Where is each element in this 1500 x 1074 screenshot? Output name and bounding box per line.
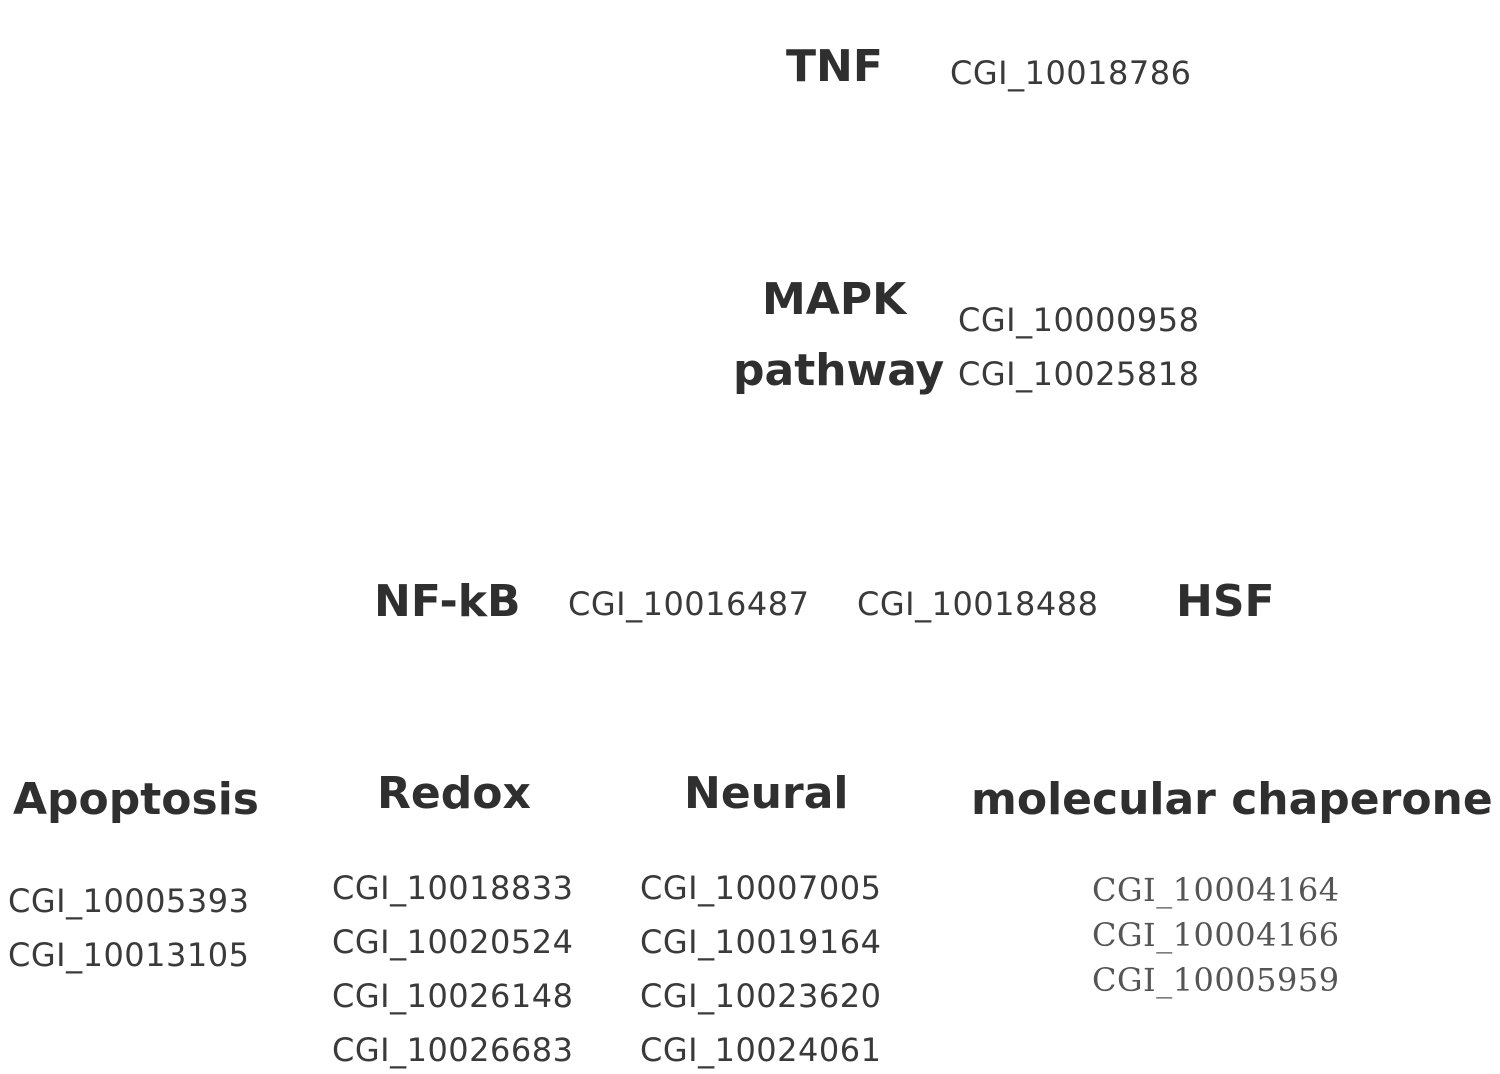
- hsf-gene-id: CGI_10018488: [857, 585, 1099, 623]
- gene-id: CGI_10004166: [1092, 916, 1340, 954]
- molecular-chaperone-label: molecular chaperone: [971, 774, 1493, 825]
- apoptosis-gene-list: CGI_10005393 CGI_10013105: [8, 874, 249, 982]
- nfkb-label: NF-kB: [374, 576, 521, 627]
- gene-id: CGI_10023620: [640, 977, 882, 1015]
- molecular-chaperone-gene-list: CGI_10004164 CGI_10004166 CGI_10005959: [1092, 868, 1340, 1003]
- nfkb-gene-id: CGI_10016487: [568, 585, 810, 623]
- hsf-label: HSF: [1176, 576, 1275, 627]
- gene-id: CGI_10005959: [1092, 961, 1340, 999]
- redox-gene-list: CGI_10018833 CGI_10020524 CGI_10026148 C…: [332, 861, 573, 1074]
- gene-id: CGI_10020524: [332, 923, 574, 961]
- mapk-gene-id-2: CGI_10025818: [958, 355, 1200, 393]
- mapk-gene-id-1: CGI_10000958: [958, 301, 1200, 339]
- mapk-label-line2: pathway: [733, 345, 945, 396]
- gene-id: CGI_10007005: [640, 869, 882, 907]
- gene-id: CGI_10018833: [332, 869, 574, 907]
- mapk-label-line1: MAPK: [762, 274, 907, 325]
- gene-id: CGI_10005393: [8, 882, 250, 920]
- redox-label: Redox: [377, 768, 531, 819]
- tnf-label: TNF: [786, 41, 883, 92]
- neural-label: Neural: [684, 768, 849, 819]
- gene-id: CGI_10026683: [332, 1031, 574, 1069]
- neural-gene-list: CGI_10007005 CGI_10019164 CGI_10023620 C…: [640, 861, 881, 1074]
- gene-id: CGI_10026148: [332, 977, 574, 1015]
- gene-id: CGI_10024061: [640, 1031, 882, 1069]
- apoptosis-label: Apoptosis: [13, 774, 259, 825]
- gene-id: CGI_10013105: [8, 936, 250, 974]
- tnf-gene-id: CGI_10018786: [950, 54, 1192, 92]
- gene-id: CGI_10004164: [1092, 871, 1340, 909]
- gene-id: CGI_10019164: [640, 923, 882, 961]
